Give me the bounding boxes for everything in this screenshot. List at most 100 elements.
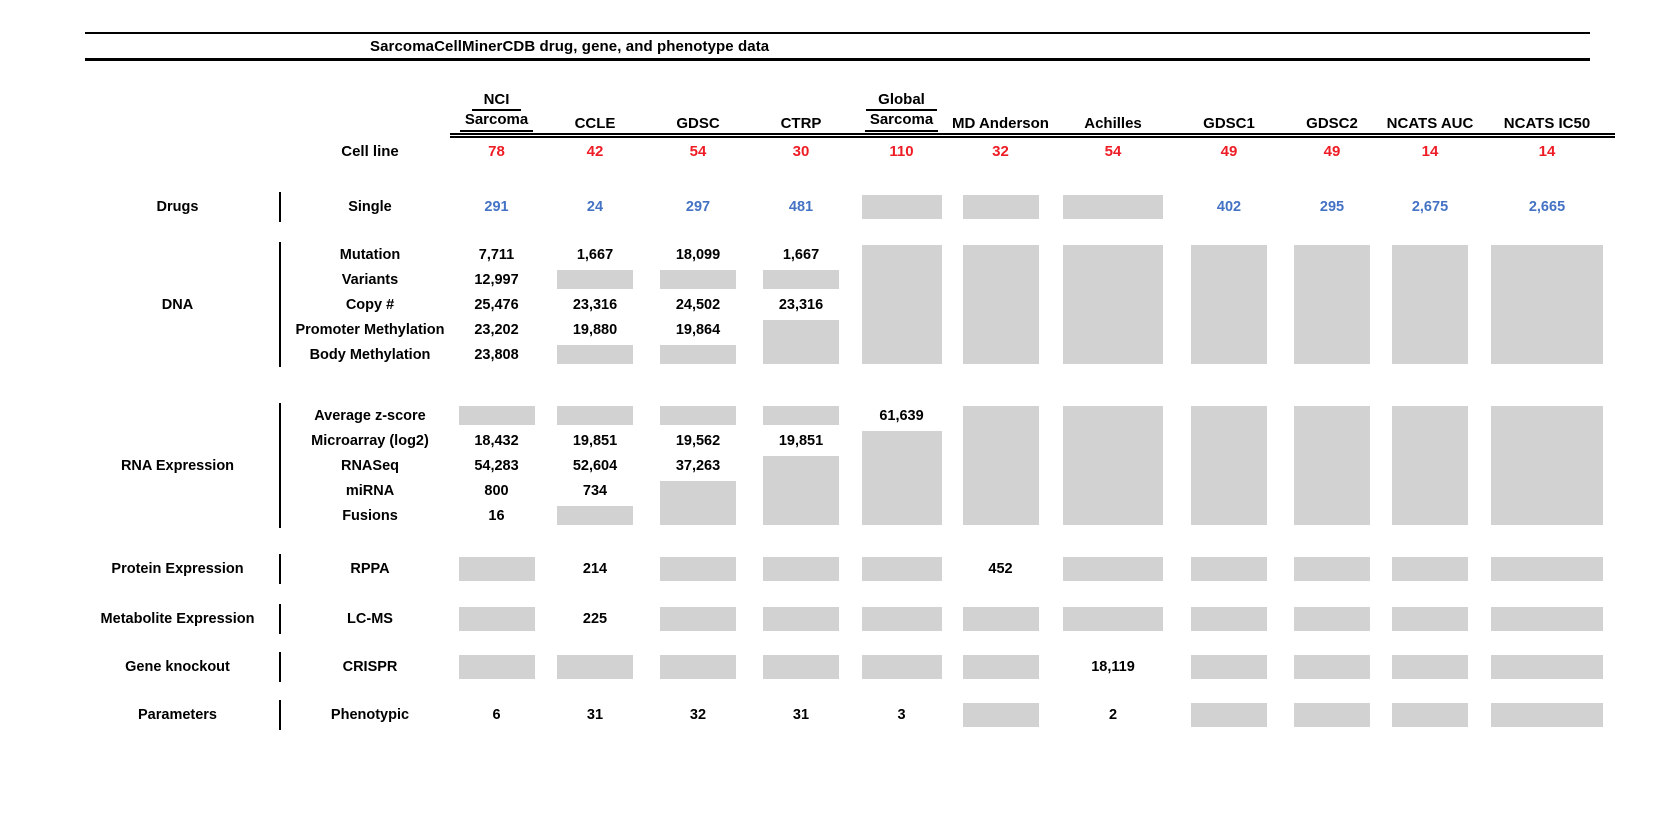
value-cell: 37,263 [675, 457, 721, 474]
header-spacer [270, 138, 290, 164]
missing-data-box [763, 607, 839, 631]
data-column [950, 604, 1051, 634]
data-column [647, 554, 749, 584]
section-gene-knockout: Gene knockout CRISPR 18,119 [85, 652, 1669, 682]
value-cell: 2 [1108, 707, 1118, 723]
value-cell: 19,851 [572, 432, 618, 449]
value-cell: 23,316 [778, 296, 824, 313]
data-column [1051, 192, 1175, 222]
missing-data-box [458, 655, 535, 679]
value-cell: 1,667 [782, 246, 820, 263]
missing-data-box [458, 557, 535, 581]
section-divider [270, 242, 290, 367]
column-header-text: Sarcoma [459, 111, 534, 132]
row-label: Single [348, 199, 392, 215]
value-cell: 734 [582, 482, 608, 499]
column-header: Sarcoma [853, 111, 950, 135]
value-cell: 2,665 [1528, 199, 1566, 215]
row-label: Variants [341, 271, 399, 288]
cell-line-count: 49 [1323, 143, 1341, 160]
column-header: GDSC [676, 115, 720, 132]
value-cell: 295 [1319, 199, 1345, 215]
category-label: Metabolite Expression [100, 611, 255, 627]
data-column: 295 [1283, 192, 1381, 222]
cell-line-count: 110 [889, 143, 914, 160]
value-cell: 54,283 [474, 457, 519, 474]
value-cell: 25,476 [474, 296, 519, 313]
missing-data-box [1491, 703, 1603, 727]
cell-line-count: 30 [792, 143, 810, 160]
missing-data-box [660, 270, 736, 289]
value-cell: 23,316 [572, 296, 618, 313]
data-column [853, 604, 950, 634]
cell-line-label: Cell line [341, 143, 399, 160]
value-cell: 6 [492, 707, 501, 723]
header-spacer [290, 89, 450, 111]
data-column [1175, 403, 1283, 528]
category-label: Parameters [138, 707, 217, 723]
data-column [853, 192, 950, 222]
data-column [1381, 652, 1479, 682]
column-header-text: Sarcoma [864, 111, 939, 132]
cell-line-count: 78 [488, 143, 505, 160]
data-column [749, 554, 853, 584]
row-label: Fusions [342, 507, 398, 524]
row-label: CRISPR [342, 659, 398, 675]
value-cell: 297 [685, 199, 711, 215]
cell-line-count: 49 [1220, 143, 1238, 160]
value-cell: 16 [488, 507, 505, 524]
value-cell: 18,432 [474, 432, 519, 449]
value-cell: 18,119 [1091, 659, 1135, 675]
value-cell: 52,604 [572, 457, 618, 474]
data-column [450, 604, 543, 634]
cell-line-count: 54 [689, 143, 707, 160]
data-column: 402 [1175, 192, 1283, 222]
data-column [1283, 242, 1381, 367]
missing-data-box [660, 406, 736, 425]
column-header: Sarcoma [450, 111, 543, 135]
missing-data-box [1063, 406, 1163, 525]
data-column [950, 192, 1051, 222]
missing-data-box [1063, 557, 1163, 581]
missing-data-box [660, 345, 736, 364]
missing-data-box [458, 406, 535, 425]
cell-line-count: 14 [1538, 143, 1556, 160]
data-column: 61,639 [853, 403, 950, 528]
column-top-label-text: Global [866, 91, 937, 111]
missing-data-box [660, 655, 736, 679]
header-spacer [85, 111, 270, 138]
value-cell: 214 [582, 561, 608, 577]
missing-data-box [861, 655, 942, 679]
category-label: Drugs [156, 199, 199, 215]
data-column [1381, 554, 1479, 584]
missing-data-box [557, 345, 633, 364]
data-column [1051, 403, 1175, 528]
data-column: 2,665 [1479, 192, 1615, 222]
data-column [1283, 403, 1381, 528]
column-top-label-text: NCI [471, 91, 522, 111]
data-column [749, 604, 853, 634]
divider-line [279, 652, 281, 682]
data-column [1175, 700, 1283, 730]
row-label: Copy # [345, 296, 395, 313]
value-cell: 402 [1216, 199, 1242, 215]
missing-data-box [1491, 607, 1603, 631]
missing-data-box [962, 195, 1039, 219]
data-column [1479, 604, 1615, 634]
missing-data-box [1491, 655, 1603, 679]
value-cell: 2,675 [1411, 199, 1449, 215]
data-column [1283, 700, 1381, 730]
row-label: LC-MS [347, 611, 393, 627]
data-column [950, 403, 1051, 528]
data-column: 3 [853, 700, 950, 730]
missing-data-box [861, 195, 942, 219]
data-column [853, 554, 950, 584]
value-cell: 291 [484, 199, 509, 215]
data-column: 291 [450, 192, 543, 222]
data-column [1175, 554, 1283, 584]
data-column: 19,851 52,604 734 [543, 403, 647, 528]
missing-data-box [1491, 557, 1603, 581]
missing-data-box [962, 655, 1039, 679]
divider-line [279, 604, 281, 634]
category-label: DNA [161, 296, 194, 313]
